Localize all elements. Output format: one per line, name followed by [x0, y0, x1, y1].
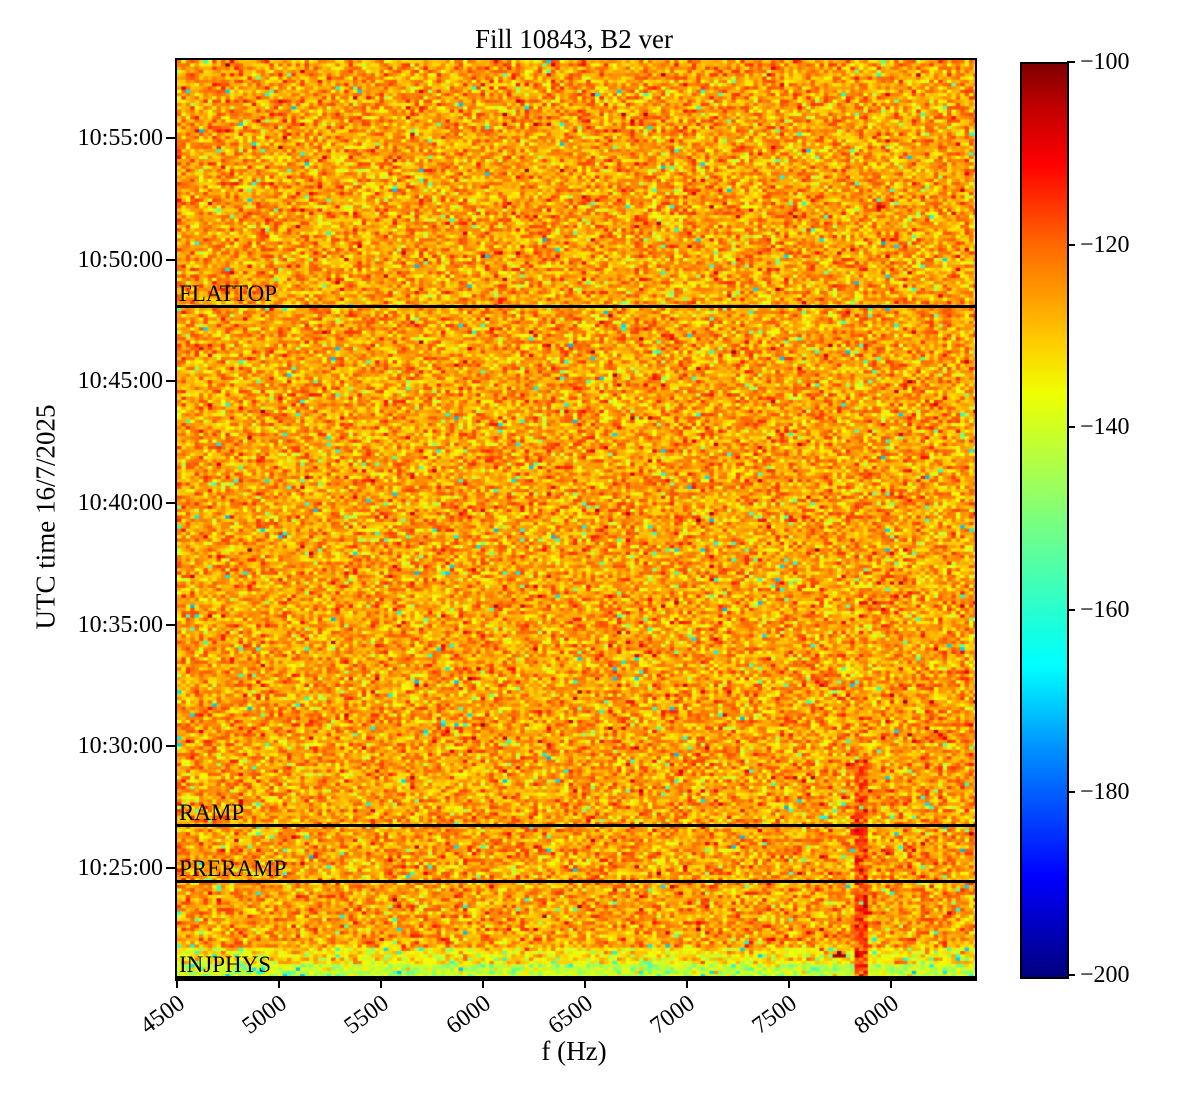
x-tick-mark [482, 979, 485, 988]
x-tick-mark [890, 979, 893, 988]
x-tick-mark [380, 979, 383, 988]
colorbar-tick-mark [1067, 608, 1075, 611]
colorbar-tick-label: −160 [1080, 596, 1130, 623]
x-tick-mark [788, 979, 791, 988]
x-tick-label: 4500 [135, 990, 190, 1040]
y-tick-mark [166, 745, 175, 748]
colorbar-tick-mark [1067, 426, 1075, 429]
y-tick-label: 10:30:00 [77, 733, 163, 760]
marker-line-ramp [177, 824, 975, 828]
y-tick-label: 10:45:00 [77, 368, 163, 395]
plot-title: Fill 10843, B2 ver [474, 24, 673, 54]
plot-area: FLATTOP RAMP PRERAMP INJPHYS [175, 58, 977, 981]
y-tick-label: 10:35:00 [77, 611, 163, 638]
x-axis-label: f (Hz) [541, 1036, 607, 1066]
colorbar-tick-label: −100 [1080, 49, 1130, 75]
y-tick-mark [166, 623, 175, 626]
x-tick-mark [176, 979, 179, 988]
y-tick-mark [166, 380, 175, 383]
marker-label-preramp: PRERAMP [179, 856, 287, 882]
marker-line-flattop [177, 304, 975, 308]
y-tick-mark [166, 258, 175, 261]
y-tick-mark [166, 866, 175, 869]
colorbar-tick-mark [1067, 974, 1075, 976]
marker-line-injphys [177, 975, 975, 979]
colorbar-tick-label: −140 [1080, 414, 1130, 441]
y-tick-mark [166, 136, 175, 139]
colorbar [1020, 62, 1069, 979]
marker-label-flattop: FLATTOP [179, 280, 277, 306]
colorbar-tick-label: −200 [1080, 962, 1130, 988]
y-tick-mark [166, 501, 175, 504]
marker-label-ramp: RAMP [179, 800, 245, 826]
marker-label-injphys: INJPHYS [179, 951, 272, 977]
colorbar-tick-mark [1067, 61, 1075, 63]
x-tick-mark [584, 979, 587, 988]
y-tick-label: 10:25:00 [77, 854, 163, 881]
spectrogram-canvas [177, 60, 975, 979]
colorbar-tick-mark [1067, 791, 1075, 794]
colorbar-tick-label: −180 [1080, 779, 1130, 806]
colorbar-tick-mark [1067, 243, 1075, 246]
y-axis-label: UTC time 16/7/2025 [30, 404, 61, 630]
x-tick-mark [686, 979, 689, 988]
colorbar-tick-label: −120 [1080, 231, 1130, 258]
x-tick-mark [278, 979, 281, 988]
y-tick-label: 10:55:00 [77, 124, 163, 151]
y-tick-label: 10:50:00 [77, 246, 163, 273]
marker-line-preramp [177, 880, 975, 884]
y-tick-label: 10:40:00 [77, 489, 163, 516]
